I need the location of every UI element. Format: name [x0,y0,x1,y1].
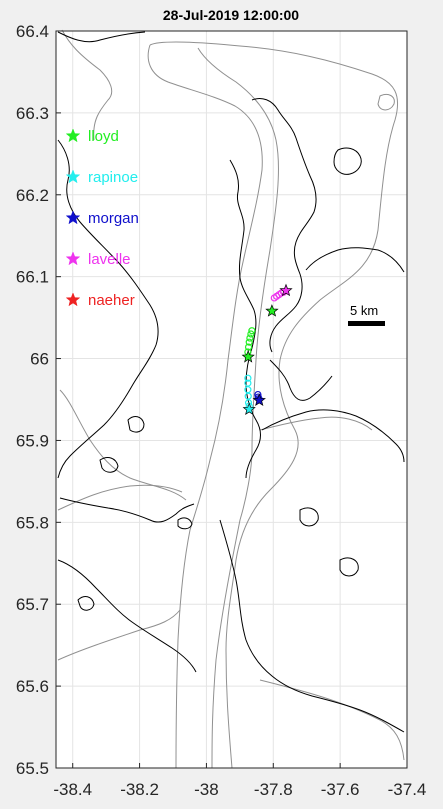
legend-morgan-marker [65,210,81,225]
legend: lloyd rapinoe morgan lavelle naeher [65,128,139,309]
scale-bar: 5 km [348,303,385,326]
x-tick-label: -38.4 [53,780,92,799]
y-tick-label: 65.7 [16,595,49,614]
grid [56,30,408,769]
scale-bar-line [348,321,385,326]
extra-star-marker [265,304,279,317]
lloyd-track-point [246,334,254,342]
legend-morgan-label: morgan [88,210,139,227]
x-tick-label: -38 [194,780,219,799]
legend-lloyd-label: lloyd [88,128,119,145]
y-tick-label: 66.1 [16,268,49,287]
legend-lloyd-marker [65,128,81,143]
data-marks [241,283,293,415]
lloyd-track-point [244,343,253,351]
legend-naeher-label: naeher [88,292,135,309]
y-tick-label: 66 [30,350,49,369]
plot-area [56,29,408,769]
axes-box [55,30,408,769]
x-tick-label: -37.8 [254,780,293,799]
legend-naeher-marker [65,292,81,307]
legend-rapinoe-marker [65,169,81,184]
legend-lavelle-label: lavelle [88,251,131,268]
lloyd-track-point [247,330,255,338]
chart-title: 28-Jul-2019 12:00:00 [163,7,299,23]
axis-ticks: -38.4 -38.2 -38 -37.8 -37.6 -37.4 65.5 65.6 65.7… [16,22,426,799]
y-tick-label: 66.4 [16,22,49,41]
scale-bar-label: 5 km [350,303,378,318]
y-tick-label: 66.2 [16,186,49,205]
lloyd-track-point [245,338,253,346]
rapinoe-current-position [242,402,256,415]
lavelle-current-position [279,283,293,297]
rapinoe-track-point [244,374,252,382]
x-tick-label: -37.4 [388,780,427,799]
y-tick-label: 66.3 [16,104,49,123]
y-tick-label: 65.9 [16,431,49,450]
coastline-map [57,29,405,769]
x-tick-label: -38.2 [120,780,159,799]
legend-rapinoe-label: rapinoe [88,169,138,186]
legend-lavelle-marker [65,251,81,266]
x-tick-label: -37.6 [321,780,360,799]
y-tick-label: 65.8 [16,513,49,532]
lloyd-track-point [248,327,256,335]
y-tick-label: 65.6 [16,677,49,696]
morgan-current-position [252,393,266,406]
lloyd-current-position [241,349,255,363]
rapinoe-track-point [244,379,252,387]
y-tick-label: 65.5 [16,759,49,778]
